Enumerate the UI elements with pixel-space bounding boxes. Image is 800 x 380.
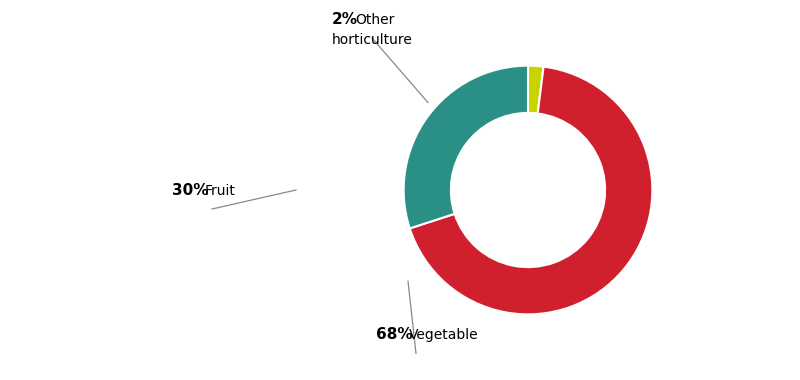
Wedge shape	[404, 66, 528, 228]
Wedge shape	[410, 66, 652, 314]
Text: Other: Other	[355, 13, 394, 27]
Wedge shape	[528, 66, 543, 114]
Text: 2%: 2%	[332, 12, 358, 27]
Text: 30%: 30%	[172, 183, 209, 198]
Text: horticulture: horticulture	[332, 33, 413, 48]
Text: 68%: 68%	[376, 327, 413, 342]
Text: Fruit: Fruit	[205, 184, 236, 198]
Text: Vegetable: Vegetable	[409, 328, 478, 342]
